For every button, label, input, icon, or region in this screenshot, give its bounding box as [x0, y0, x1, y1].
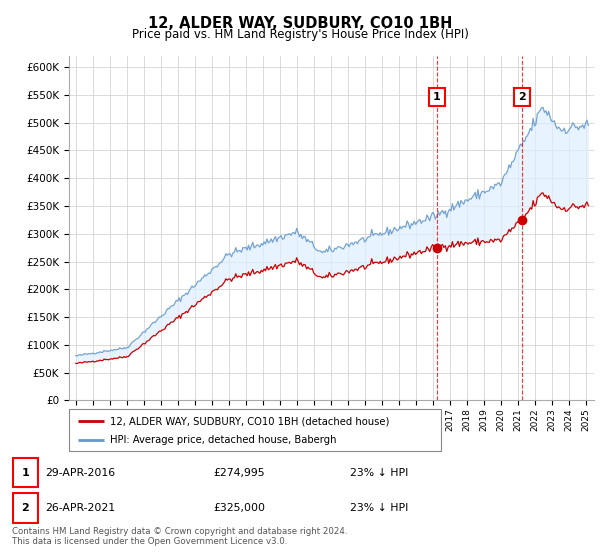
- Text: 1: 1: [22, 468, 29, 478]
- FancyBboxPatch shape: [13, 493, 38, 522]
- Text: Contains HM Land Registry data © Crown copyright and database right 2024.
This d: Contains HM Land Registry data © Crown c…: [12, 527, 347, 547]
- Text: 2: 2: [518, 92, 526, 102]
- FancyBboxPatch shape: [13, 458, 38, 487]
- Text: 23% ↓ HPI: 23% ↓ HPI: [349, 503, 408, 513]
- Text: 23% ↓ HPI: 23% ↓ HPI: [349, 468, 408, 478]
- Text: Price paid vs. HM Land Registry's House Price Index (HPI): Price paid vs. HM Land Registry's House …: [131, 28, 469, 41]
- FancyBboxPatch shape: [69, 409, 441, 451]
- Text: 2: 2: [22, 503, 29, 513]
- Text: 26-APR-2021: 26-APR-2021: [45, 503, 115, 513]
- Text: 12, ALDER WAY, SUDBURY, CO10 1BH: 12, ALDER WAY, SUDBURY, CO10 1BH: [148, 16, 452, 31]
- Text: 1: 1: [433, 92, 441, 102]
- Text: £274,995: £274,995: [213, 468, 265, 478]
- Text: 12, ALDER WAY, SUDBURY, CO10 1BH (detached house): 12, ALDER WAY, SUDBURY, CO10 1BH (detach…: [110, 417, 389, 426]
- Text: £325,000: £325,000: [213, 503, 265, 513]
- Text: HPI: Average price, detached house, Babergh: HPI: Average price, detached house, Babe…: [110, 435, 337, 445]
- Text: 29-APR-2016: 29-APR-2016: [45, 468, 115, 478]
